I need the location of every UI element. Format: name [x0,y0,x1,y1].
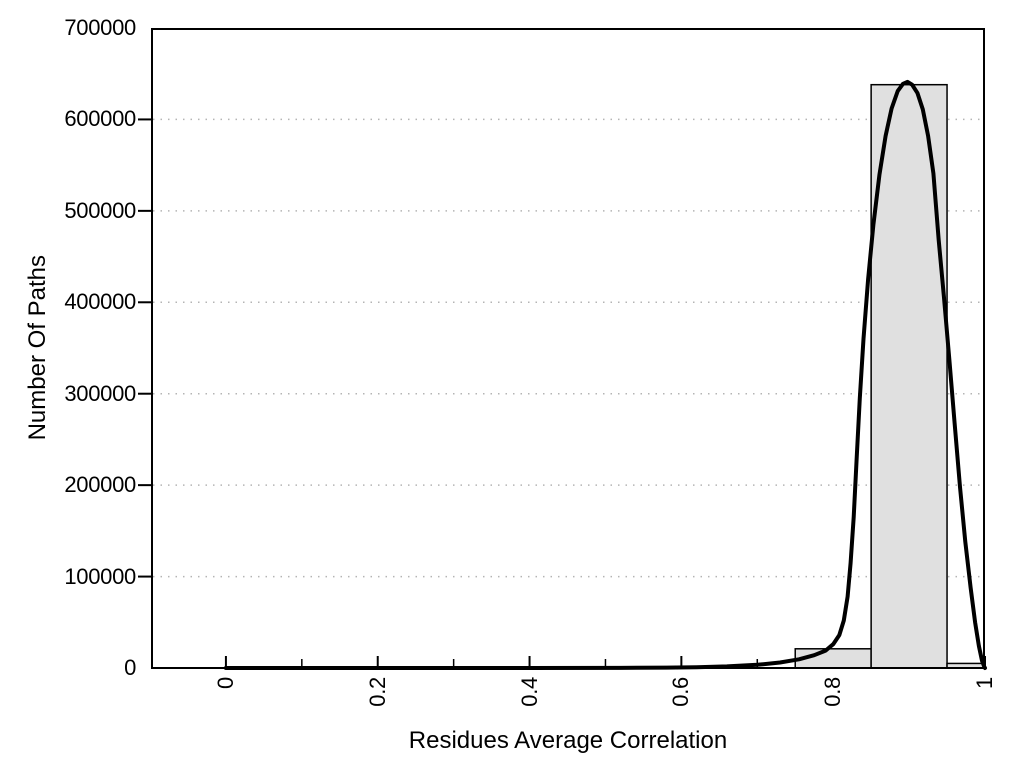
x-tick-label-text: 0.6 [668,677,694,707]
x-axis-title-text: Residues Average Correlation [408,727,728,754]
x-tick-label: 0.8 [818,677,848,707]
x-tick-label: 0 [211,677,241,689]
x-tick-label-text: 1 [972,677,997,689]
y-tick-label: 100000 [64,563,136,589]
x-tick-label: 0.4 [515,677,545,707]
x-axis-title: Residues Average Correlation [151,726,985,756]
x-tick-label: 1 [970,677,1000,689]
y-tick-label: 400000 [64,289,136,315]
y-tick-label: 300000 [64,380,136,406]
y-tick-label: 500000 [64,197,136,223]
fit-curve [223,79,987,670]
histogram-bar [870,83,948,669]
y-tick-label: 700000 [64,15,136,40]
plot-border [151,28,985,669]
x-tick-label-text: 0.8 [820,677,846,707]
x-tick-label: 0.2 [363,677,393,707]
y-axis-title: Number Of Paths [18,28,58,668]
x-tick-label-text: 0.4 [516,677,542,707]
y-tick-label: 200000 [64,472,136,498]
y-tick-label: 600000 [64,106,136,132]
y-tick-label: 0 [124,655,136,680]
x-tick-label-text: 0 [212,677,238,689]
x-tick-label: 0.6 [666,677,696,707]
y-axis-title-text: Number Of Paths [24,255,51,441]
x-tick-label-text: 0.2 [364,677,390,707]
